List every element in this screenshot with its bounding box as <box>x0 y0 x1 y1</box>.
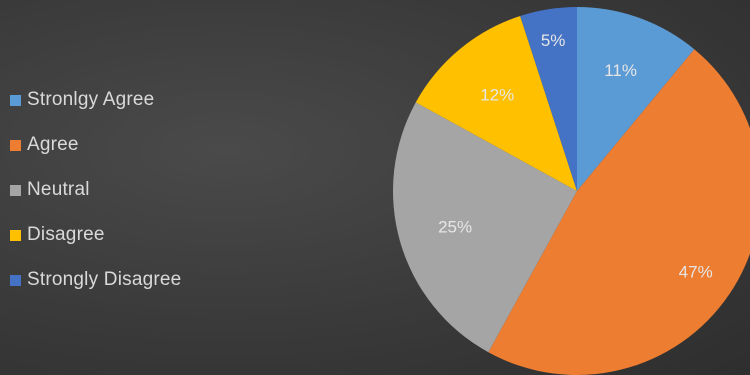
legend-swatch <box>10 184 21 196</box>
slice-disagree <box>415 16 577 192</box>
legend-item-strongly-agree: Stronlgy Agree <box>10 88 181 112</box>
legend-label: Strongly Disagree <box>27 269 182 290</box>
slice-strongly-disagree <box>520 7 577 191</box>
pie-data-labels: 11% 47% 25% 12% 5% <box>438 31 713 282</box>
slice-neutral <box>393 102 577 353</box>
legend-swatch <box>10 229 21 241</box>
legend-item-agree: Agree <box>10 133 181 157</box>
slice-agree <box>488 49 750 375</box>
data-label: 12% <box>480 86 514 105</box>
data-label: 25% <box>438 217 472 236</box>
legend-swatch <box>10 139 21 151</box>
legend-item-strongly-disagree: Strongly Disagree <box>10 268 181 292</box>
slice-strongly-agree <box>577 7 695 191</box>
legend-label: Neutral <box>27 179 90 200</box>
data-label: 11% <box>604 61 637 80</box>
data-label: 47% <box>679 263 713 282</box>
legend-item-disagree: Disagree <box>10 223 181 247</box>
legend: Stronlgy Agree Agree Neutral Disagree St… <box>10 88 181 292</box>
legend-label: Agree <box>27 134 79 155</box>
legend-item-neutral: Neutral <box>10 178 181 202</box>
legend-swatch <box>10 274 21 286</box>
data-label: 5% <box>541 31 566 50</box>
legend-label: Disagree <box>27 224 105 245</box>
pie-slices <box>393 7 750 375</box>
legend-label: Stronlgy Agree <box>27 89 155 110</box>
legend-swatch <box>10 94 21 106</box>
